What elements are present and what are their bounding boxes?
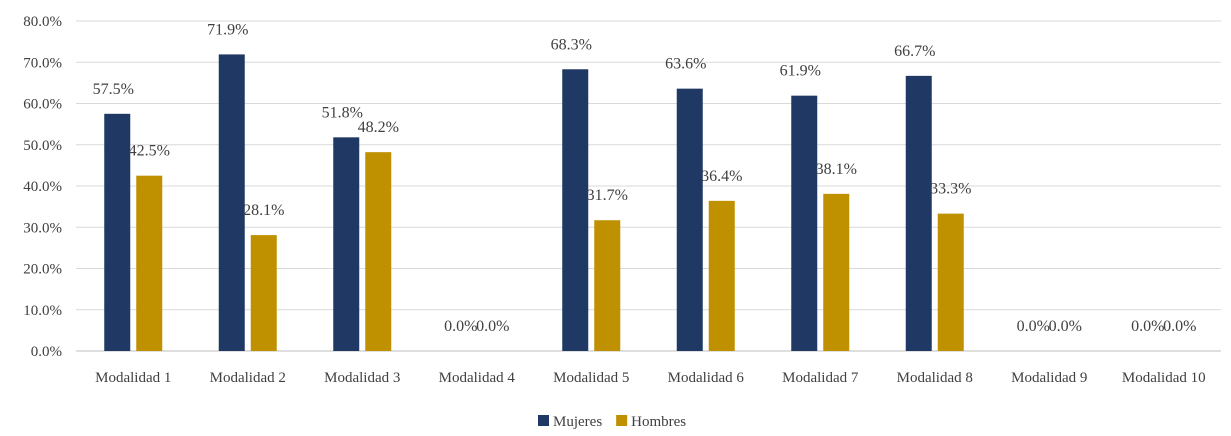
x-tick-label: Modalidad 5 [553,370,629,386]
bar-mujeres [218,54,245,351]
data-label: 71.9% [207,21,248,38]
legend-swatch-mujeres [538,415,549,426]
data-label: 0.0% [476,318,509,335]
y-tick-label: 80.0% [23,14,62,30]
x-tick-label: Modalidad 10 [1122,370,1206,386]
bar-mujeres [333,137,360,351]
y-tick-label: 30.0% [23,220,62,236]
y-tick-label: 0.0% [31,344,62,360]
legend: Mujeres Hombres [538,414,686,430]
bar-hombres [250,235,277,351]
data-label: 51.8% [322,104,363,121]
y-tick-label: 40.0% [23,179,62,195]
gridlines [76,20,1221,352]
data-label: 36.4% [701,168,742,185]
bar-hombres [365,152,392,351]
bar-hombres [708,200,735,351]
data-label: 0.0% [1017,318,1050,335]
bar-hombres [594,220,621,351]
x-tick-label: Modalidad 7 [782,370,859,386]
x-tick-label: Modalidad 3 [324,370,400,386]
y-tick-label: 20.0% [23,262,62,278]
data-label: 0.0% [444,318,477,335]
data-label: 68.3% [551,36,592,53]
data-label: 0.0% [1049,318,1082,335]
data-label: 61.9% [780,63,821,80]
bars [104,54,964,352]
legend-label-hombres: Hombres [631,414,686,430]
y-tick-label: 70.0% [23,55,62,71]
data-label: 66.7% [894,43,935,60]
data-label: 0.0% [1163,318,1196,335]
bar-mujeres [104,113,131,351]
data-label: 31.7% [587,187,628,204]
y-tick-label: 10.0% [23,303,62,319]
x-axis: Modalidad 1 Modalidad 2 Modalidad 3 Modalid… [95,370,1206,386]
x-tick-label: Modalidad 4 [439,370,516,386]
bar-hombres [937,213,964,351]
data-label: 63.6% [665,56,706,73]
data-label: 33.3% [930,181,971,198]
data-label: 28.1% [243,202,284,219]
legend-label-mujeres: Mujeres [553,414,602,430]
legend-swatch-hombres [616,415,628,426]
data-label: 42.5% [129,143,170,160]
x-tick-label: Modalidad 6 [668,370,745,386]
data-label: 0.0% [1131,318,1164,335]
bar-mujeres [905,75,932,352]
data-label: 57.5% [93,81,134,98]
x-tick-label: Modalidad 8 [897,370,973,386]
x-tick-label: Modalidad 9 [1011,370,1087,386]
bar-mujeres [791,95,818,351]
x-tick-label: Modalidad 1 [95,370,171,386]
y-axis: 0.0% 10.0% 20.0% 30.0% 40.0% 50.0% 60.0% 70.0% 8… [23,14,62,360]
bar-mujeres [562,69,589,351]
y-tick-label: 50.0% [23,138,62,154]
y-tick-label: 60.0% [23,97,62,113]
bar-mujeres [676,88,703,352]
bar-hombres [823,193,850,351]
data-labels: 57.5%42.5%71.9%28.1%51.8%48.2%0.0%0.0%68… [93,21,1197,335]
bar-hombres [136,175,163,351]
x-tick-label: Modalidad 2 [210,370,286,386]
data-label: 48.2% [358,119,399,136]
data-label: 38.1% [816,161,857,178]
